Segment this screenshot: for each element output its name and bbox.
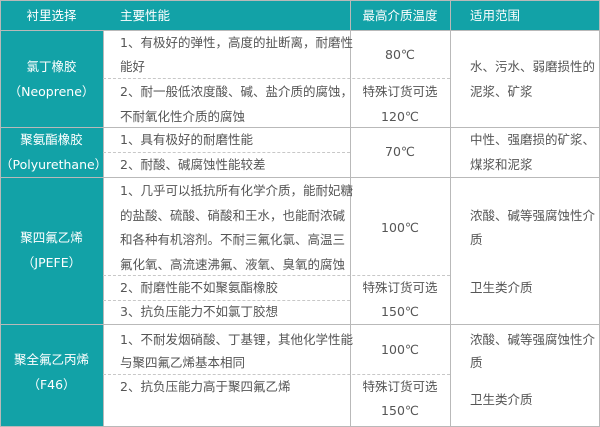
lining-name: 氯丁橡胶	[26, 59, 77, 74]
row-divider	[0, 324, 600, 325]
property-text: 1、有极好的弹性，高度的扯断离，耐磨性	[120, 35, 353, 50]
header-row	[0, 0, 600, 30]
temperature-text: 80℃	[385, 47, 415, 62]
property-text: 氟化氧、高流速沸氟、液氧、臭氧的腐蚀	[120, 257, 346, 272]
subrow-divider	[103, 78, 450, 79]
subrow-divider	[103, 275, 450, 276]
row-divider	[0, 127, 600, 128]
column-header: 适用范围	[470, 8, 521, 23]
table-border	[0, 0, 1, 427]
lining-column	[0, 30, 103, 427]
subrow-divider	[103, 300, 350, 301]
scope-text: 浓酸、碱等强腐蚀性介	[470, 208, 596, 223]
property-text: 与聚四氟乙烯基本相同	[120, 355, 246, 370]
property-text: 不耐氧化性介质的腐蚀	[120, 109, 246, 124]
scope-text: 质	[470, 355, 483, 370]
property-text: 1、不耐发烟硝酸、丁基锂，其他化学性能	[120, 332, 353, 347]
column-header: 主要性能	[120, 8, 171, 23]
scope-text: 卫生类介质	[470, 280, 533, 295]
column-divider	[450, 0, 451, 427]
temperature-text: 特殊订货可选	[362, 379, 438, 394]
lining-name: （JPEFE）	[21, 255, 82, 270]
lining-name: （F46）	[27, 377, 76, 392]
scope-text: 质	[470, 232, 483, 247]
lining-name: （Neoprene）	[8, 84, 95, 99]
temperature-text: 150℃	[381, 304, 419, 319]
property-text: 3、抗负压能力不如氯丁胶想	[120, 304, 278, 319]
column-divider	[103, 30, 104, 427]
lining-name: 聚四氟乙烯	[20, 230, 83, 245]
subrow-divider	[103, 152, 350, 153]
property-text: 和各种有机溶剂。不耐三氟化氯、高温三	[120, 232, 346, 247]
property-text: 2、抗负压能力高于聚四氟乙烯	[120, 379, 291, 394]
temperature-text: 100℃	[381, 220, 419, 235]
scope-text: 水、污水、弱磨损性的	[470, 59, 596, 74]
property-text: 1、几乎可以抵抗所有化学介质，能耐妃糖	[120, 183, 353, 198]
column-header: 最高介质温度	[362, 8, 438, 23]
property-text: 的盐酸、硫酸、硝酸和王水，也能耐浓碱	[120, 208, 346, 223]
column-header: 衬里选择	[26, 8, 77, 23]
temperature-text: 150℃	[381, 403, 419, 418]
temperature-text: 特殊订货可选	[362, 280, 438, 295]
scope-text: 泥浆、矿浆	[470, 84, 533, 99]
property-text: 能好	[120, 59, 146, 74]
temperature-text: 120℃	[381, 109, 419, 124]
lining-name: 聚氨酯橡胶	[20, 132, 83, 147]
temperature-text: 70℃	[385, 144, 415, 159]
property-text: 2、耐磨性能不如聚氨酯橡胶	[120, 280, 278, 295]
column-divider	[350, 0, 351, 427]
scope-text: 中性、强磨损的矿浆、	[470, 132, 596, 147]
lining-name: 聚全氟乙丙烯	[13, 352, 89, 367]
property-text: 1、具有极好的耐磨性能	[120, 132, 253, 147]
property-text: 2、耐一般低浓度酸、碱、盐介质的腐蚀，	[120, 84, 353, 99]
lining-name: （Polyurethane）	[0, 157, 108, 172]
subrow-divider	[103, 374, 450, 375]
table-border	[0, 0, 600, 1]
temperature-text: 100℃	[381, 342, 419, 357]
property-text: 2、耐酸、碱腐蚀性能较差	[120, 157, 266, 172]
row-divider	[0, 30, 600, 31]
row-divider	[0, 177, 600, 178]
temperature-text: 特殊订货可选	[362, 84, 438, 99]
scope-text: 卫生类介质	[470, 392, 533, 407]
scope-text: 煤浆和泥浆	[470, 157, 533, 172]
scope-text: 浓酸、碱等强腐蚀性介	[470, 332, 596, 347]
